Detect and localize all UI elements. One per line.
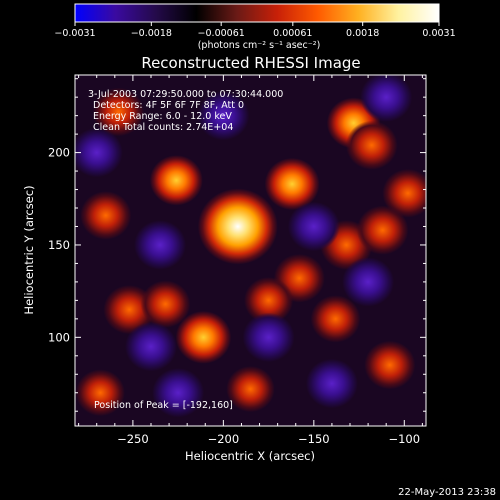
colorbar-tick-label: 0.00061 xyxy=(273,28,312,39)
negative-lobe xyxy=(342,257,395,307)
colorbar-tick-label: 0.0018 xyxy=(346,28,379,39)
y-axis-label: Heliocentric Y (arcsec) xyxy=(22,185,36,314)
annotation-energy-range: Energy Range: 6.0 - 12.0 keV xyxy=(93,111,232,122)
colorbar-tick-label: −0.0018 xyxy=(131,28,172,39)
emission-source xyxy=(149,155,203,206)
y-axis: 100 150 200 xyxy=(48,78,426,412)
emission-source xyxy=(140,280,191,328)
x-axis-label: Heliocentric X (arcsec) xyxy=(185,449,315,463)
negative-lobe xyxy=(124,321,177,372)
emission-source xyxy=(80,191,132,240)
negative-lobe xyxy=(197,90,250,141)
y-tick-label: 200 xyxy=(48,146,70,160)
y-tick-label: 150 xyxy=(48,238,70,252)
colorbar-ticks: −0.0031 −0.0018 −0.00061 0.00061 0.0018 0.003… xyxy=(54,22,456,39)
colorbar-tick-label: −0.0031 xyxy=(54,28,95,39)
emission-source xyxy=(310,295,361,343)
creation-date: 22-May-2013 23:38 xyxy=(398,487,496,498)
colorbar-tick-label: −0.00061 xyxy=(198,28,245,39)
y-tick-label: 100 xyxy=(48,330,70,344)
heatmap-image xyxy=(75,75,426,418)
negative-lobe xyxy=(360,75,413,122)
colorbar xyxy=(74,3,440,23)
negative-lobe xyxy=(305,358,358,409)
emission-source xyxy=(356,205,409,255)
emission-source xyxy=(264,157,320,211)
emission-source xyxy=(364,340,416,390)
x-tick-label: −100 xyxy=(388,432,420,446)
negative-lobe xyxy=(134,220,187,270)
x-axis: −250 −200 −150 −100 xyxy=(78,75,423,446)
emission-source xyxy=(345,120,398,170)
x-tick-label: −150 xyxy=(298,432,330,446)
colorbar-units: (photons cm⁻² s⁻¹ asec⁻²) xyxy=(198,40,321,51)
emission-source xyxy=(175,310,232,364)
annotation-detectors: Detectors: 4F 5F 6F 7F 8F, Att 0 xyxy=(93,100,244,111)
chart-title: Reconstructed RHESSI Image xyxy=(141,54,360,72)
negative-lobe xyxy=(287,201,340,252)
negative-lobe xyxy=(152,368,205,418)
emission-source xyxy=(382,168,426,218)
annotation-clean-counts: Clean Total counts: 2.74E+04 xyxy=(93,122,233,133)
peak-position-label: Position of Peak = [-192,160] xyxy=(94,400,233,411)
emission-source xyxy=(75,369,125,417)
emission-source xyxy=(197,188,278,265)
emission-source xyxy=(244,277,294,324)
plot-frame xyxy=(74,74,427,427)
x-tick-label: −250 xyxy=(117,432,149,446)
observation-info: 3-Jul-2003 07:29:50.000 to 07:30:44.000 … xyxy=(88,89,283,133)
x-tick-label: −200 xyxy=(208,432,240,446)
negative-lobe xyxy=(75,127,123,178)
colorbar-tick-label: 0.0031 xyxy=(422,28,455,39)
negative-lobe xyxy=(242,312,295,363)
emission-source xyxy=(92,87,144,137)
emission-source xyxy=(226,366,275,413)
annotation-time-range: 3-Jul-2003 07:29:50.000 to 07:30:44.000 xyxy=(88,89,283,100)
